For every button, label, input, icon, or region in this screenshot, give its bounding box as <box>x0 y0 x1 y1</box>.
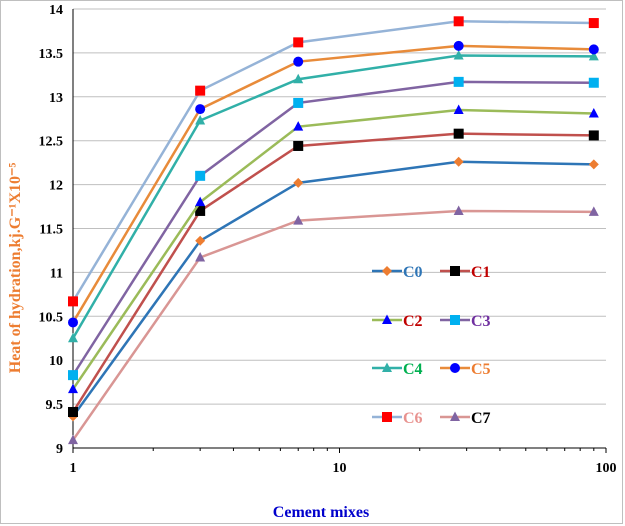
data-point <box>588 130 599 141</box>
data-point <box>293 177 304 188</box>
legend-item: C5 <box>440 361 491 378</box>
series-c5 <box>68 40 599 328</box>
legend-label: C3 <box>471 313 491 330</box>
data-point <box>68 407 78 418</box>
data-point <box>293 37 304 48</box>
series-line <box>71 108 594 390</box>
data-point <box>453 205 464 215</box>
series-c1 <box>68 128 599 418</box>
series-c7 <box>68 205 599 445</box>
gridlines <box>73 8 606 405</box>
y-tick-label: 14 <box>49 3 63 18</box>
legend-item: C0 <box>372 264 423 281</box>
data-point <box>195 104 206 115</box>
y-tick-label: 13.5 <box>39 47 64 62</box>
data-point <box>293 140 304 151</box>
series-group <box>68 16 599 445</box>
legend-item: C4 <box>372 361 423 378</box>
x-axis-title: Cement mixes <box>273 504 369 521</box>
x-tick-label: 10 <box>333 461 347 476</box>
data-point <box>293 215 304 225</box>
data-point <box>588 18 599 29</box>
series-line <box>71 209 594 441</box>
y-tick-label: 11.5 <box>39 223 63 238</box>
data-point <box>195 196 206 207</box>
series-c6 <box>68 16 599 307</box>
data-point <box>68 370 78 381</box>
data-point <box>195 235 206 246</box>
legend-label: C6 <box>403 410 423 427</box>
data-point <box>68 434 78 445</box>
data-point <box>195 205 206 216</box>
legend-marker <box>450 315 460 325</box>
data-point <box>293 97 304 108</box>
legend-label: C4 <box>403 361 423 378</box>
data-point <box>195 251 206 262</box>
y-tick-labels: 9 9.5 10 10.5 11 11.5 12 12.5 13 13.5 14 <box>39 3 64 457</box>
legend: C0 C1 C2 C3 C4 C5 C6 C7 <box>372 264 491 427</box>
data-point <box>453 16 464 27</box>
data-point <box>293 121 304 131</box>
legend-item: C7 <box>440 410 491 427</box>
legend-marker <box>382 362 392 372</box>
data-point <box>453 156 464 167</box>
legend-marker <box>382 412 392 422</box>
data-point <box>68 383 78 394</box>
x-tick-label: 100 <box>596 461 617 476</box>
y-tick-label: 12.5 <box>39 135 64 150</box>
y-tick-label: 13 <box>49 91 63 106</box>
x-tick-labels: 1 10 100 <box>70 461 617 476</box>
series-line <box>71 20 594 303</box>
data-point <box>453 128 464 139</box>
legend-marker <box>382 314 392 324</box>
legend-label: C1 <box>471 264 491 281</box>
data-point <box>195 170 206 181</box>
y-axis-title: Heat of hydration,kj.G⁻¹X10⁻⁵ <box>7 163 24 374</box>
legend-marker <box>450 363 460 373</box>
series-c3 <box>68 76 599 381</box>
series-c4 <box>68 50 599 343</box>
data-point <box>293 73 304 84</box>
data-point <box>68 296 78 307</box>
data-point <box>453 50 464 60</box>
y-tick-label: 9 <box>56 442 63 457</box>
data-point <box>588 159 599 170</box>
y-tick-label: 10 <box>49 354 63 369</box>
legend-label: C7 <box>471 410 491 427</box>
x-tick-label: 1 <box>70 461 77 476</box>
legend-item: C3 <box>440 313 491 330</box>
legend-item: C1 <box>440 264 491 281</box>
axes <box>72 9 607 453</box>
data-point <box>68 317 78 328</box>
series-c0 <box>68 156 599 422</box>
data-point <box>588 77 599 88</box>
data-point <box>453 40 464 51</box>
y-tick-label: 10.5 <box>39 310 64 325</box>
data-point <box>588 44 599 55</box>
y-tick-label: 9.5 <box>46 398 64 413</box>
legend-label: C2 <box>403 313 423 330</box>
data-point <box>588 50 599 61</box>
series-c2 <box>68 104 599 394</box>
data-point <box>195 115 206 125</box>
data-point <box>293 56 304 67</box>
legend-label: C5 <box>471 361 491 378</box>
data-point <box>588 107 599 118</box>
data-point <box>588 206 599 216</box>
legend-label: C0 <box>403 264 423 281</box>
legend-marker <box>382 266 392 276</box>
legend-marker <box>450 411 460 421</box>
legend-marker <box>450 266 460 276</box>
data-point <box>453 104 464 114</box>
data-point <box>195 85 206 96</box>
data-point <box>68 332 78 343</box>
legend-item: C2 <box>372 313 423 330</box>
data-point <box>453 76 464 87</box>
legend-item: C6 <box>372 410 423 427</box>
y-tick-label: 11 <box>50 266 63 281</box>
y-tick-label: 12 <box>49 179 63 194</box>
